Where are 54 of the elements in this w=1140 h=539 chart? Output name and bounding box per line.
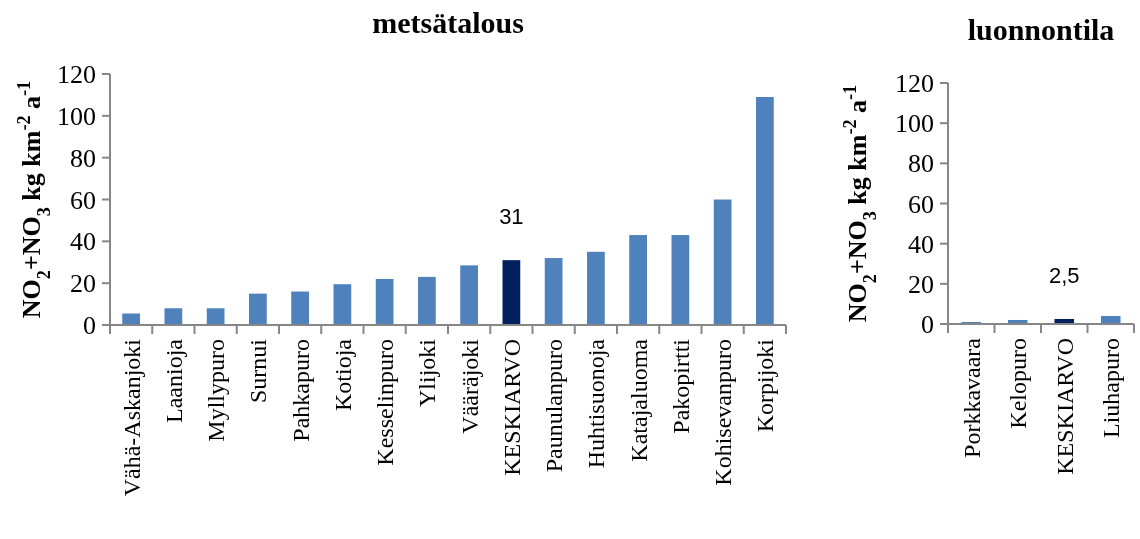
y-tick-label: 0 <box>921 310 934 340</box>
x-tick-label: Kelopuro <box>1005 338 1032 429</box>
bar <box>587 251 605 325</box>
x-tick-label: Myllypuro <box>203 339 230 442</box>
y-tick-label: 20 <box>908 269 934 299</box>
bar <box>502 260 521 325</box>
x-tick-label: Vähä-Askanjoki <box>118 338 145 497</box>
x-tick-label: Vääräjoki <box>456 338 483 434</box>
y-tick-label: 100 <box>895 109 934 139</box>
bar <box>206 308 225 325</box>
y-tick-label: 120 <box>895 69 934 99</box>
y-tick-label: 0 <box>83 311 96 341</box>
y-tick-label: 20 <box>70 269 96 299</box>
data-label: 31 <box>499 204 524 230</box>
bar <box>460 265 478 325</box>
bar <box>249 293 267 325</box>
x-tick-label: Laanioja <box>160 338 187 423</box>
x-tick-label: Ylijoki <box>414 338 441 408</box>
x-tick-label: Kesselinpuro <box>372 339 399 466</box>
bar <box>671 235 690 325</box>
x-tick-label: Kohisevanpuro <box>710 339 737 486</box>
x-tick-label: Pahkapuro <box>287 339 314 442</box>
data-label: 2,5 <box>1048 262 1080 288</box>
y-tick-label: 40 <box>70 227 96 257</box>
x-tick-label: Korpijoki <box>752 338 779 433</box>
x-tick-label: Pakopirtti <box>667 338 694 434</box>
x-tick-label: Kotioja <box>329 338 356 411</box>
bar <box>756 97 774 325</box>
x-tick-label: Porkkavaara <box>958 337 985 458</box>
x-tick-label: Huhtisuonoja <box>583 338 610 469</box>
bar <box>291 291 309 325</box>
chart-title: luonnontila <box>967 13 1115 46</box>
bar <box>375 278 394 325</box>
x-tick-label: Liuhapuro <box>1098 338 1125 438</box>
y-tick-label: 80 <box>70 143 96 173</box>
y-tick-label: 80 <box>908 149 934 179</box>
bar <box>629 235 647 325</box>
chart-title: metsätalous <box>372 6 524 39</box>
y-tick-label: 100 <box>57 101 96 131</box>
bar <box>164 308 183 325</box>
x-tick-label: Paunulanpuro <box>541 339 568 473</box>
bar <box>713 199 732 325</box>
y-tick-label: 60 <box>70 185 96 215</box>
bar <box>333 284 352 325</box>
x-tick-label: Surnui <box>245 338 272 404</box>
x-tick-label: KESKIARVO <box>498 339 525 476</box>
y-tick-label: 60 <box>908 189 934 219</box>
bar <box>418 276 436 325</box>
y-tick-label: 120 <box>57 60 96 90</box>
x-tick-label: Katajaluoma <box>625 338 652 462</box>
y-tick-label: 40 <box>908 229 934 259</box>
x-tick-label: KESKIARVO <box>1051 338 1078 475</box>
bar <box>122 313 140 325</box>
bar <box>544 258 563 325</box>
